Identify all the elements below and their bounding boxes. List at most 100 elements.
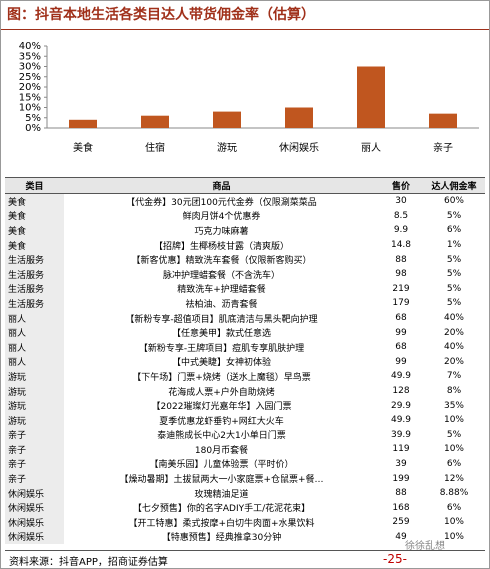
table-cell: 美食 [5, 237, 64, 253]
table-row: 游玩 【2022璀璨灯光嘉年华】入园门票 29.9 35% [5, 398, 485, 413]
table-cell: 9.9 [393, 225, 409, 236]
table-cell: 10% [443, 531, 464, 542]
table-cell: 8.88% [439, 488, 469, 499]
y-tick-label: 35% [19, 51, 41, 62]
table-cell: 夏季优惠龙虾垂钓+网红大火车 [159, 416, 284, 427]
table-cell: 丽人 [5, 325, 64, 340]
table-row: 美食 巧克力味麻薯 9.9 6% [5, 223, 485, 238]
table-cell: 40% [443, 342, 464, 353]
table-cell: 14.8 [390, 240, 412, 251]
header-cell: 达人佣金率 [423, 177, 485, 194]
y-tick-label: 40% [19, 41, 41, 52]
table-cell: 花海成人票+户外自助烧烤 [168, 387, 275, 398]
header-cell: 商品 [64, 177, 379, 194]
table-row: 生活服务 脉冲护理蜡套餐（不含洗车） 98 5% [5, 266, 485, 282]
bar [357, 66, 385, 128]
x-tick-label: 美食 [73, 141, 93, 154]
table-cell: 鲜肉月饼4个优惠券 [182, 212, 261, 223]
table-row: 游玩 【下午场】门票+烧烤（送水上魔毯）早鸟票 49.9 7% [5, 369, 485, 384]
table-cell: 休闲娱乐 [5, 515, 64, 530]
table-cell: 【招牌】生椰杨枝甘露（清爽版） [153, 241, 289, 252]
y-tick-label: 0% [25, 123, 41, 134]
table-row: 生活服务 精致洗车+护理蜡套餐 219 5% [5, 281, 485, 297]
table-cell: 【代金券】30元团100元代金券（仅限涮菜菜品 [126, 197, 317, 208]
table-cell: 259 [392, 517, 410, 528]
table-row: 休闲娱乐 【特惠预售】经典推拿30分钟 49 10% [5, 529, 485, 545]
table-cell: 35% [443, 400, 464, 411]
bar [213, 111, 241, 128]
table-cell: 10% [443, 444, 464, 455]
table-cell: 生活服务 [5, 252, 64, 267]
table-cell: 【燥动暑期】土拔鼠两大一小家庭票+仓鼠票+餐… [119, 475, 324, 486]
footer: 资料来源：抖音APP，招商证券估算 徐徐乱想 -25- [5, 541, 485, 568]
bar [429, 113, 457, 128]
table-cell: 119 [392, 444, 410, 455]
table-row: 休闲娱乐 【开工特惠】柔式按摩+白切牛肉面+水果饮料 259 10% [5, 515, 485, 530]
table-cell: 29.9 [390, 400, 412, 411]
source: 资料来源：抖音APP，招商证券估算 [9, 557, 168, 568]
table-cell: 脉冲护理蜡套餐（不含洗车） [162, 270, 280, 281]
table-cell: 128 [392, 386, 410, 397]
table-cell: 8.5 [393, 210, 409, 221]
table-cell: 49 [395, 531, 407, 542]
table-cell: 60% [443, 196, 464, 207]
x-tick-label: 亲子 [433, 141, 453, 154]
page-number: -25- [383, 552, 407, 566]
table-cell: 精致洗车+护理蜡套餐 [177, 285, 266, 296]
table-row: 丽人 【中式美睫】女神初体验 99 20% [5, 354, 485, 370]
table-cell: 休闲娱乐 [5, 500, 64, 516]
table-cell: 5% [446, 269, 462, 280]
table-cell: 20% [443, 327, 464, 338]
table-cell: 【开工特惠】柔式按摩+白切牛肉面+水果饮料 [128, 518, 315, 529]
y-tick-label: 30% [19, 62, 41, 73]
table-cell: 【2022璀璨灯光嘉年华】入园门票 [151, 402, 292, 413]
table-cell: 生活服务 [5, 296, 64, 311]
table-cell: 179 [392, 298, 410, 309]
table-cell: 亲子 [5, 456, 64, 472]
table-cell: 10% [443, 415, 464, 426]
table-cell: 5% [446, 210, 462, 221]
y-tick-label: 15% [19, 92, 41, 103]
table-cell: 亲子 [5, 471, 64, 486]
table-cell: 休闲娱乐 [5, 529, 64, 545]
table-cell: 生活服务 [5, 281, 64, 297]
table-cell: 68 [395, 342, 407, 353]
table-row: 游玩 花海成人票+户外自助烧烤 128 8% [5, 383, 485, 399]
table-cell: 6% [446, 458, 462, 469]
title: 图：抖音本地生活各类目达人带货佣金率（估算） [1, 1, 489, 30]
table-row: 丽人 【新粉专享-王牌项目】痘肌专享肌肤护理 68 40% [5, 339, 485, 355]
table-cell: 【任意美甲】款式任意选 [171, 329, 271, 340]
y-tick-label: 20% [19, 82, 41, 93]
table-cell: 8% [446, 386, 462, 397]
x-tick-label: 休闲娱乐 [279, 141, 319, 154]
table-cell: 49.9 [390, 371, 412, 382]
table-row: 亲子 【南美乐园】儿童体验票（平时价） 39 6% [5, 456, 485, 472]
table-cell: 游玩 [5, 369, 64, 384]
x-tick-label: 丽人 [361, 142, 381, 154]
table-cell: 5% [446, 283, 462, 294]
table-cell: 【南美乐园】儿童体验票（平时价） [149, 460, 294, 471]
table-cell: 亲子 [5, 442, 64, 457]
table-cell: 【新客优惠】精致洗车套餐（仅限新客购买） [131, 256, 312, 267]
table: 类目 商品 售价 达人佣金率 美食 【代金券】30元团100元代金券（仅限涮菜菜品 30 60… [5, 177, 485, 545]
table-cell: 巧克力味麻薯 [194, 226, 249, 237]
table-row: 丽人 【任意美甲】款式任意选 99 20% [5, 325, 485, 340]
table-cell: 6% [446, 502, 462, 513]
table-cell: 丽人 [5, 354, 64, 370]
table-cell: 生活服务 [5, 266, 64, 282]
table-cell: 68 [395, 313, 407, 324]
table-cell: 20% [443, 356, 464, 367]
table-row: 休闲娱乐 玫瑰精油足道 88 8.88% [5, 485, 485, 501]
table-cell: 丽人 [5, 339, 64, 355]
table-row: 亲子 泰迪熊成长中心2大1小单日门票 39.9 5% [5, 427, 485, 443]
table-cell: 5% [446, 254, 462, 265]
table-row: 美食 鲜肉月饼4个优惠券 8.5 5% [5, 208, 485, 224]
table-row: 丽人 【新粉专享-超值项目】肌底清洁与黑头靶向护理 68 40% [5, 310, 485, 326]
table-cell: 1% [446, 240, 462, 251]
x-tick-label: 住宿 [145, 141, 165, 154]
table-cell: 【下午场】门票+烧烤（送水上魔毯）早鸟票 [132, 372, 311, 383]
table-cell: 【特惠预售】经典推拿30分钟 [161, 533, 282, 544]
table-row: 亲子 【燥动暑期】土拔鼠两大一小家庭票+仓鼠票+餐… 199 12% [5, 471, 485, 486]
table-cell: 99 [395, 327, 407, 338]
